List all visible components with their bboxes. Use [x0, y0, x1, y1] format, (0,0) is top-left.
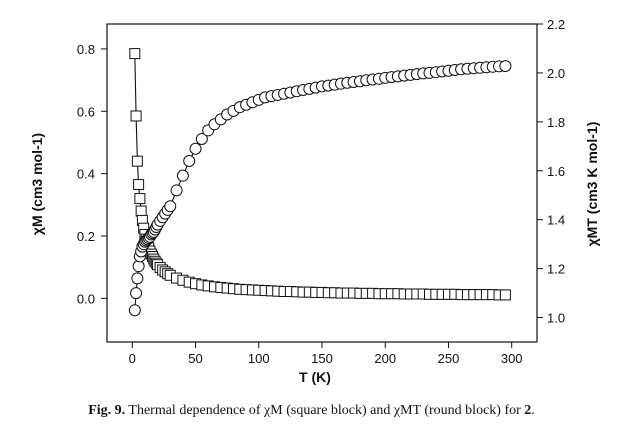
left-y-tick-label: 0.0	[77, 291, 95, 306]
right-y-axis: 1.0 1.2 1.4 1.6 1.8 2.0 2.2	[537, 17, 565, 326]
left-y-axis: 0.0 0.2 0.4 0.6 0.8	[77, 42, 107, 306]
square-point	[130, 110, 142, 122]
circle-point	[183, 154, 196, 167]
circle-point	[195, 132, 208, 145]
left-y-axis-label: χM (cm3 mol-1)	[29, 133, 45, 235]
caption-compound: 2	[524, 403, 532, 418]
caption-text: Thermal dependence of χM (square block) …	[125, 403, 525, 418]
circle-point	[130, 287, 143, 300]
square-point	[134, 193, 146, 205]
x-tick-label: 100	[248, 351, 270, 366]
x-axis-label: T (K)	[299, 369, 331, 385]
x-axis: 0 50 100 150 200 250 300	[129, 342, 523, 366]
caption-figure-label: Fig. 9.	[88, 403, 126, 418]
circle-point	[170, 184, 183, 197]
x-tick-label: 50	[188, 351, 202, 366]
square-point	[129, 48, 141, 60]
right-y-tick-label: 1.0	[547, 311, 565, 326]
right-y-axis-label: χMT (cm3 K mol-1)	[584, 122, 600, 247]
series-chi-m-t	[128, 60, 512, 317]
series-chi-m	[129, 48, 511, 301]
x-tick-label: 250	[438, 351, 460, 366]
right-y-tick-label: 1.8	[547, 115, 565, 130]
right-y-tick-label: 1.2	[547, 262, 565, 277]
circle-point	[131, 272, 144, 285]
square-point	[133, 179, 145, 191]
x-tick-label: 200	[374, 351, 396, 366]
circle-point	[164, 200, 177, 213]
circle-point	[499, 60, 512, 73]
square-point	[499, 289, 511, 301]
figure-caption: Fig. 9. Thermal dependence of χM (square…	[0, 403, 623, 419]
right-y-tick-label: 1.6	[547, 164, 565, 179]
left-y-tick-label: 0.4	[77, 167, 95, 182]
series-line	[134, 65, 506, 311]
x-tick-label: 150	[311, 351, 333, 366]
right-y-tick-label: 2.2	[547, 17, 565, 32]
x-tick-label: 300	[501, 351, 523, 366]
left-y-tick-label: 0.8	[77, 42, 95, 57]
right-y-tick-label: 2.0	[547, 66, 565, 81]
x-tick-label: 0	[129, 351, 136, 366]
caption-end: .	[531, 403, 535, 418]
left-y-tick-label: 0.6	[77, 104, 95, 119]
right-y-tick-label: 1.4	[547, 213, 565, 228]
circle-point	[128, 304, 141, 317]
square-point	[135, 205, 147, 217]
circle-point	[189, 142, 202, 155]
circle-point	[176, 169, 189, 182]
circle-point	[132, 260, 145, 273]
left-y-tick-label: 0.2	[77, 229, 95, 244]
square-point	[131, 155, 143, 167]
